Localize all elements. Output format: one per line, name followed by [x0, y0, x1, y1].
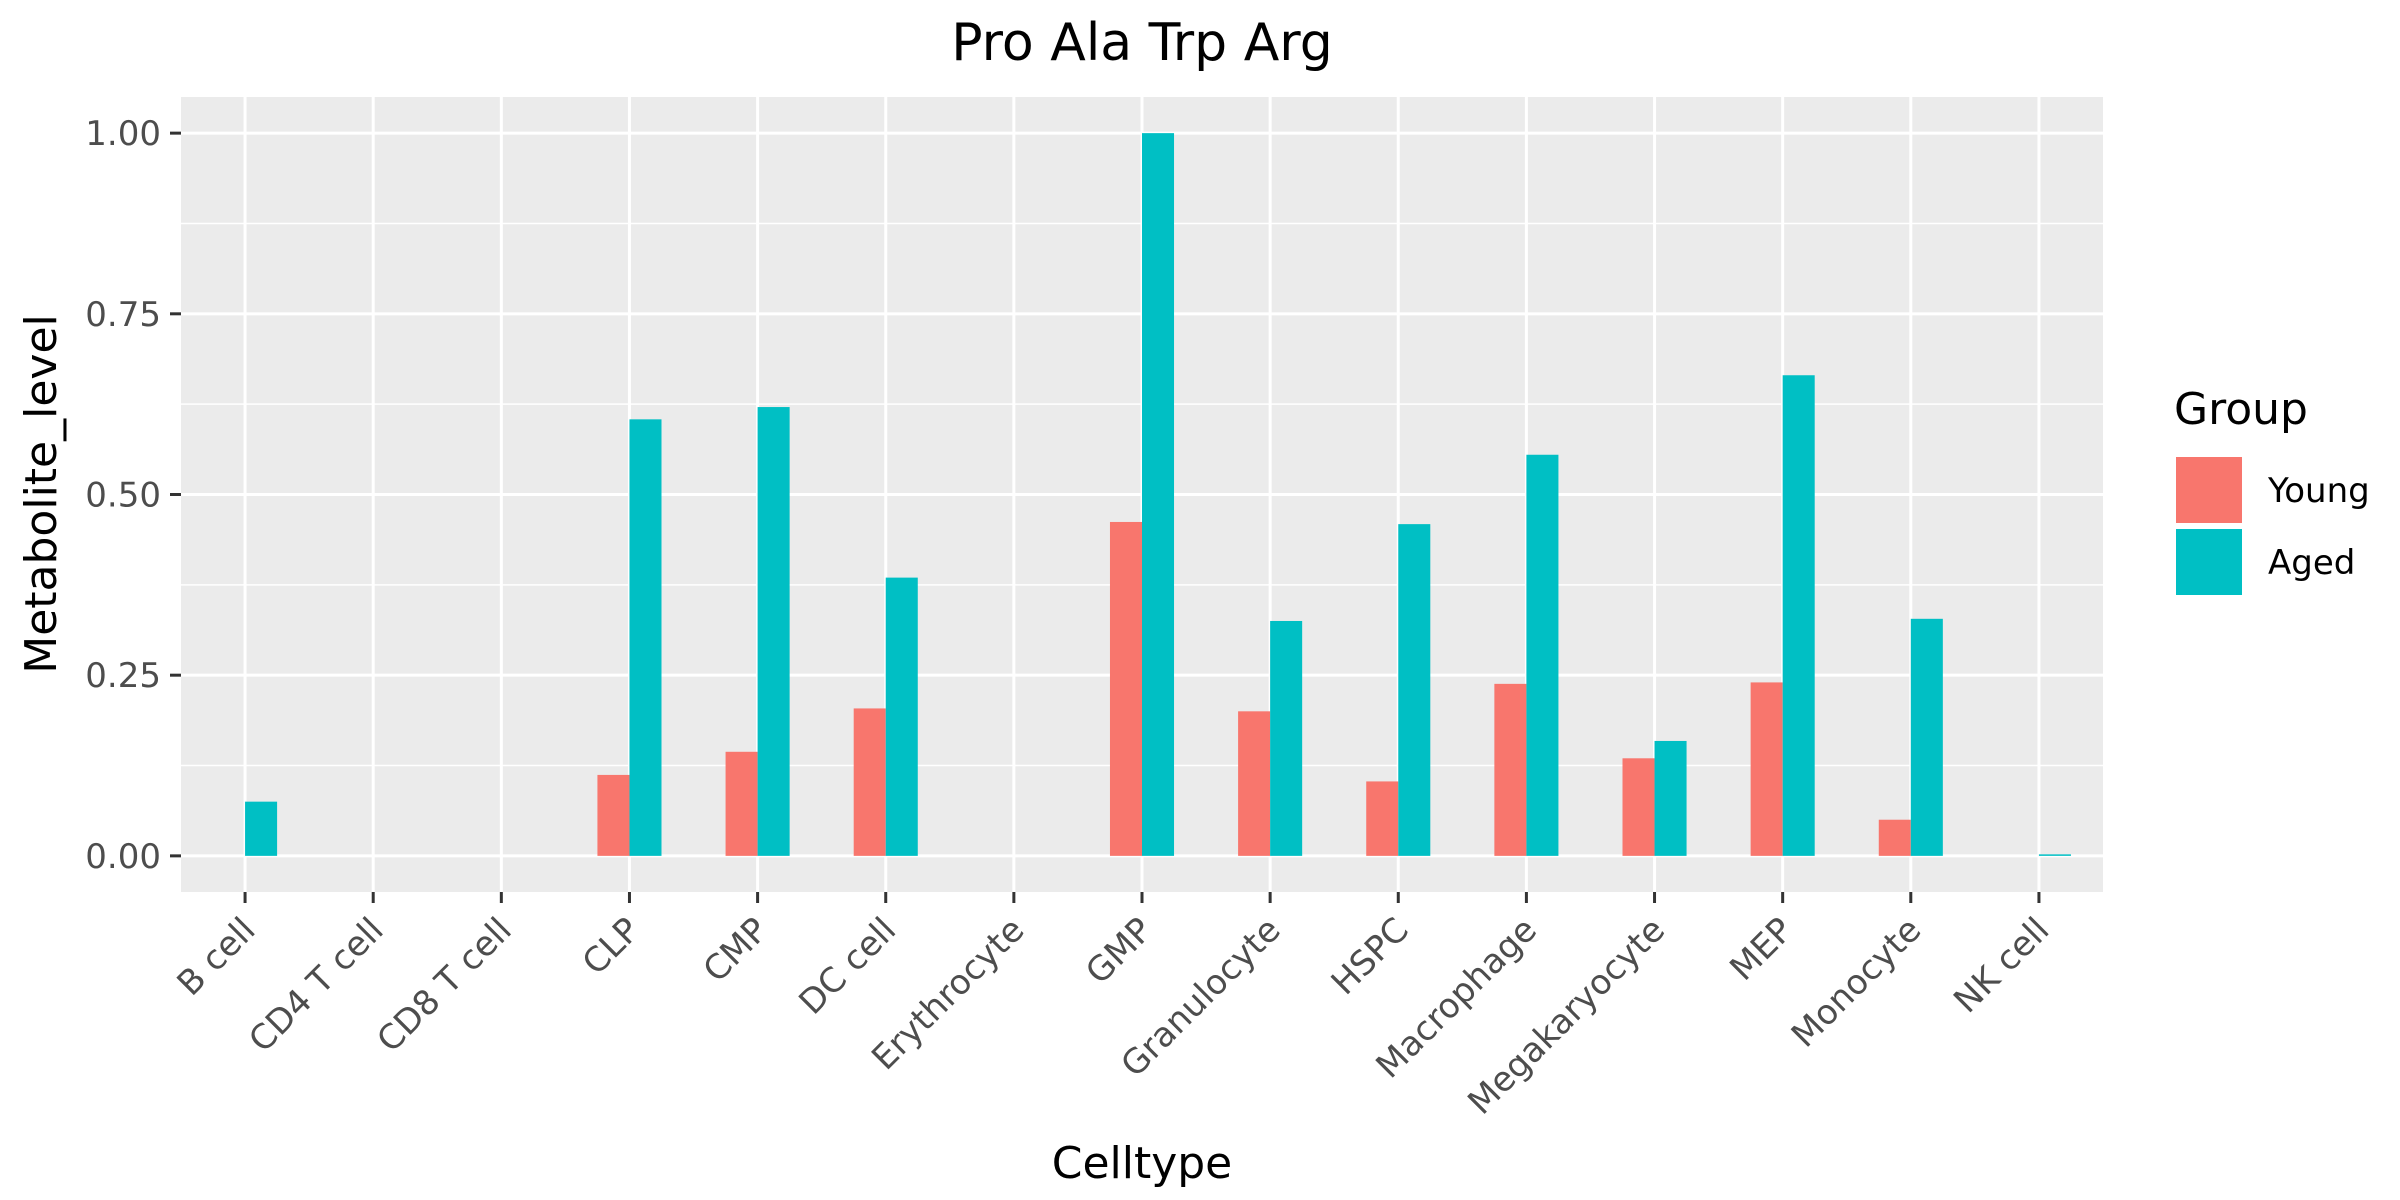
legend-key-aged — [2176, 529, 2242, 595]
y-axis-title: Metabolite_level — [16, 314, 67, 674]
legend-key-young — [2176, 457, 2242, 523]
y-tick-label: 1.00 — [85, 114, 161, 154]
x-tick-label: CLP — [575, 910, 648, 983]
bar-aged-nk-cell — [2038, 854, 2071, 856]
x-tick-label: HSPC — [1324, 910, 1417, 1003]
x-tick-label: DC cell — [792, 910, 905, 1023]
x-tick-label: GMP — [1078, 910, 1160, 992]
bar-young-granulocyte — [1238, 711, 1271, 856]
bar-young-hspc — [1366, 781, 1399, 856]
bar-aged-mep — [1782, 375, 1815, 856]
bar-young-gmp — [1109, 521, 1142, 856]
y-tick-label: 0.25 — [85, 656, 161, 696]
bar-aged-macrophage — [1526, 454, 1559, 856]
x-axis-title: Celltype — [1052, 1138, 1233, 1189]
bar-aged-dc-cell — [885, 577, 918, 856]
y-tick-label: 0.00 — [85, 837, 161, 877]
legend: Group Young Aged — [2174, 384, 2370, 595]
legend-label-aged: Aged — [2268, 543, 2355, 583]
bar-aged-clp — [629, 419, 662, 856]
bars — [245, 133, 2071, 856]
x-tick-label: CMP — [696, 910, 776, 990]
bar-aged-monocyte — [1910, 618, 1943, 856]
x-tick-label: MEP — [1722, 910, 1801, 989]
bar-young-monocyte — [1878, 819, 1911, 856]
y-axis: 0.00 0.25 0.50 0.75 1.00 — [85, 114, 181, 877]
bar-aged-b-cell — [245, 801, 278, 856]
x-tick-label: B cell — [170, 910, 264, 1004]
x-tick-label: NK cell — [1946, 910, 2057, 1021]
x-tick-label: CD4 T cell — [241, 910, 391, 1060]
legend-label-young: Young — [2267, 471, 2370, 511]
y-tick-label: 0.50 — [85, 476, 161, 516]
bar-aged-hspc — [1398, 524, 1431, 856]
x-tick-label: Monocyte — [1784, 910, 1929, 1055]
bar-young-clp — [597, 774, 630, 856]
bar-aged-gmp — [1142, 133, 1175, 856]
bar-aged-cmp — [757, 407, 790, 856]
chart-title: Pro Ala Trp Arg — [951, 13, 1333, 73]
bar-young-megakaryocyte — [1622, 758, 1655, 856]
bar-aged-granulocyte — [1270, 620, 1303, 856]
legend-title: Group — [2174, 384, 2308, 435]
bar-young-dc-cell — [853, 708, 886, 856]
bar-young-macrophage — [1494, 683, 1527, 856]
bar-aged-megakaryocyte — [1654, 740, 1687, 856]
y-tick-label: 0.75 — [85, 295, 161, 335]
bar-young-mep — [1750, 682, 1783, 856]
x-tick-label: CD8 T cell — [369, 910, 519, 1060]
bar-young-cmp — [725, 751, 758, 856]
